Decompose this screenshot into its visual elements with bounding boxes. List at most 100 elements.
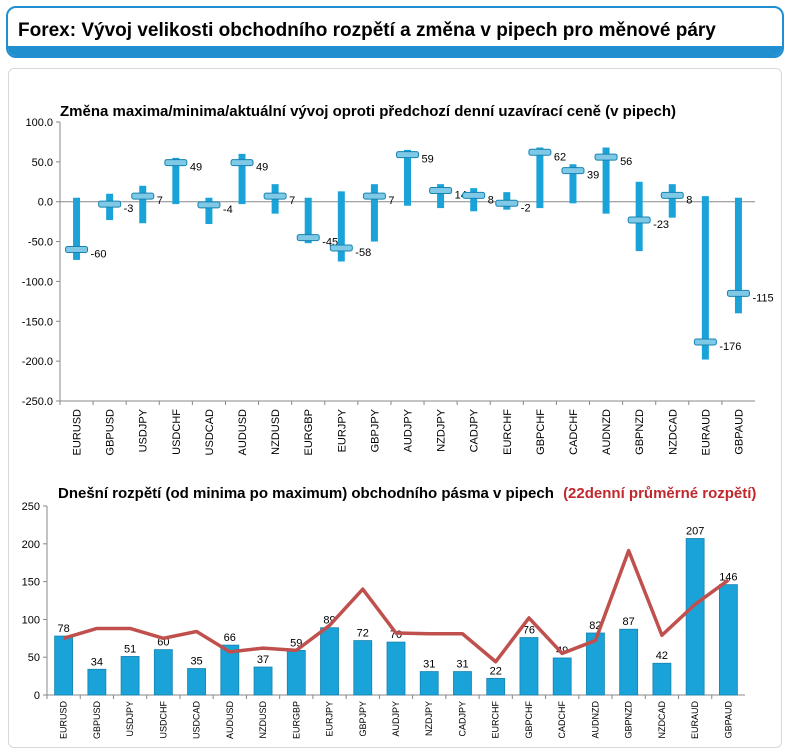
chart2-bar <box>619 628 639 696</box>
chart1-data-label: -4 <box>223 204 233 216</box>
chart2-x-tick-label: EURJPY <box>325 701 335 737</box>
chart2-bar <box>253 666 273 696</box>
chart1-x-tick-label: CADJPY <box>469 408 481 452</box>
chart1-data-label: -115 <box>752 292 773 304</box>
chart2-data-label: 76 <box>523 625 535 637</box>
chart1-data-label: 39 <box>587 170 599 182</box>
chart1-x-tick-label: GBPAUD <box>733 409 745 455</box>
chart2-data-label: 34 <box>91 656 103 668</box>
chart2-y-tick-label: 250 <box>22 501 40 513</box>
chart1-range-bar <box>734 197 742 314</box>
chart1-x-tick-label: USDJPY <box>138 408 150 452</box>
chart2-data-label: 35 <box>190 656 202 668</box>
chart1-current-marker <box>197 201 221 209</box>
chart2-bar <box>54 635 74 696</box>
chart1-y-tick-label: 100.0 <box>25 117 53 129</box>
chart1-range-bar <box>304 197 312 244</box>
chart1-current-marker <box>594 153 618 161</box>
chart2-x-tick-label: EURGBP <box>291 701 301 739</box>
chart1-current-marker <box>462 191 486 199</box>
chart1-data-label: 56 <box>620 156 632 168</box>
chart2-bar <box>220 644 240 696</box>
chart2-x-tick-label: EURAUD <box>690 701 700 740</box>
chart2-bar <box>353 640 373 696</box>
chart1-y-tick-label: -50.0 <box>28 237 53 249</box>
chart2-bar <box>718 584 738 696</box>
chart1-y-tick-label: -250.0 <box>22 396 53 408</box>
chart1-range-bar <box>470 188 478 212</box>
chart2-bar <box>552 657 572 696</box>
chart1-data-label: 8 <box>686 194 692 206</box>
chart2-x-tick-label: GBPJPY <box>358 701 368 737</box>
chart1-data-label: 49 <box>256 162 268 174</box>
chart1-x-tick-label: EURJPY <box>336 408 348 452</box>
chart2-data-label: 66 <box>224 632 236 644</box>
chart2-bar <box>87 668 107 696</box>
chart1-x-tick-label: GBPNZD <box>634 409 646 455</box>
chart1-current-marker <box>65 246 89 254</box>
chart-panel <box>8 68 782 748</box>
chart1-current-marker <box>98 200 122 208</box>
chart1-x-tick-label: EURCHF <box>502 409 514 455</box>
chart1-x-tick-label: AUDJPY <box>403 408 415 452</box>
chart2-x-tick-label: AUDJPY <box>391 701 401 737</box>
chart1-x-tick-label: CADCHF <box>568 409 580 455</box>
chart1-x-tick-label: NZDJPY <box>436 408 448 451</box>
chart2-axes: 250 200 150 100 50 0 EURUSD GBPUSD USDJPY USDCHF U… <box>22 501 745 739</box>
chart1-x-tick-label: EURAUD <box>700 409 712 456</box>
chart1-x-tick-label: USDCAD <box>204 409 216 456</box>
chart1-current-marker <box>164 159 188 167</box>
chart2-bar <box>685 538 705 696</box>
chart2-data-label: 22 <box>490 665 502 677</box>
chart1-range-bar <box>73 197 81 260</box>
chart1-current-marker <box>263 192 287 200</box>
chart1-title: Změna maxima/minima/aktuální vývoj oprot… <box>60 103 676 120</box>
chart1-range-bar <box>337 191 345 262</box>
chart1-current-marker <box>296 234 320 242</box>
chart1-x-tick-label: GBPUSD <box>105 409 117 456</box>
chart1-current-marker <box>329 244 353 252</box>
chart2-x-tick-label: NZDUSD <box>258 701 268 739</box>
chart1-data-label: 7 <box>289 195 295 207</box>
chart1-range-bar <box>602 147 610 214</box>
chart1-range-bar <box>172 157 180 205</box>
chart2-data-label: 37 <box>257 654 269 666</box>
chart2-data-label: 78 <box>57 623 69 635</box>
chart1-data-label: -2 <box>521 202 531 214</box>
chart2-x-tick-label: USDCHF <box>158 700 168 738</box>
chart1-data-label: -60 <box>91 249 107 261</box>
chart2-x-tick-label: USDJPY <box>125 701 135 737</box>
chart2-y-tick-label: 150 <box>22 577 40 589</box>
chart1-x-tick-label: NZDUSD <box>270 409 282 455</box>
chart1-x-tick-label: AUDUSD <box>237 409 249 456</box>
chart2-data-label: 31 <box>456 659 468 671</box>
chart2-y-tick-label: 50 <box>28 652 40 664</box>
chart2-title-group: Dnešní rozpětí (od minima po maximum) ob… <box>58 485 756 502</box>
chart1-x-tick-label: GBPJPY <box>369 408 381 452</box>
chart2-x-tick-label: GBPCHF <box>524 701 534 739</box>
chart1-range-bar <box>404 149 411 206</box>
chart1-range-bar <box>238 153 246 205</box>
chart1-data-label: 7 <box>157 195 163 207</box>
chart2-bar <box>419 671 439 696</box>
chart1-x-tick-label: USDCHF <box>171 409 183 455</box>
chart2-bar <box>286 649 306 696</box>
chart2-bar <box>586 632 605 696</box>
chart1-data-label: 49 <box>190 162 202 174</box>
chart2-x-tick-label: EURUSD <box>59 701 69 740</box>
chart2-x-tick-label: GBPUSD <box>92 701 102 740</box>
chart2-bar <box>386 641 406 696</box>
chart1-x-tick-label: AUDNZD <box>601 409 613 455</box>
chart1-x-tick-label: EURGBP <box>303 409 315 455</box>
chart2-average-line <box>63 548 730 664</box>
chart2-x-tick-label: AUDNZD <box>590 701 600 739</box>
chart2-data-label: 31 <box>423 659 435 671</box>
chart2-bar <box>120 656 140 696</box>
chart1-current-marker <box>362 192 386 200</box>
chart1-range-bar <box>205 197 213 225</box>
chart1-axes: 100.0 50.0 0.0 -50.0 -100.0 -150.0 -200.0 -250.… <box>22 117 755 455</box>
chart1-range-bar <box>139 185 147 224</box>
chart1-y-tick-label: 50.0 <box>32 157 53 169</box>
